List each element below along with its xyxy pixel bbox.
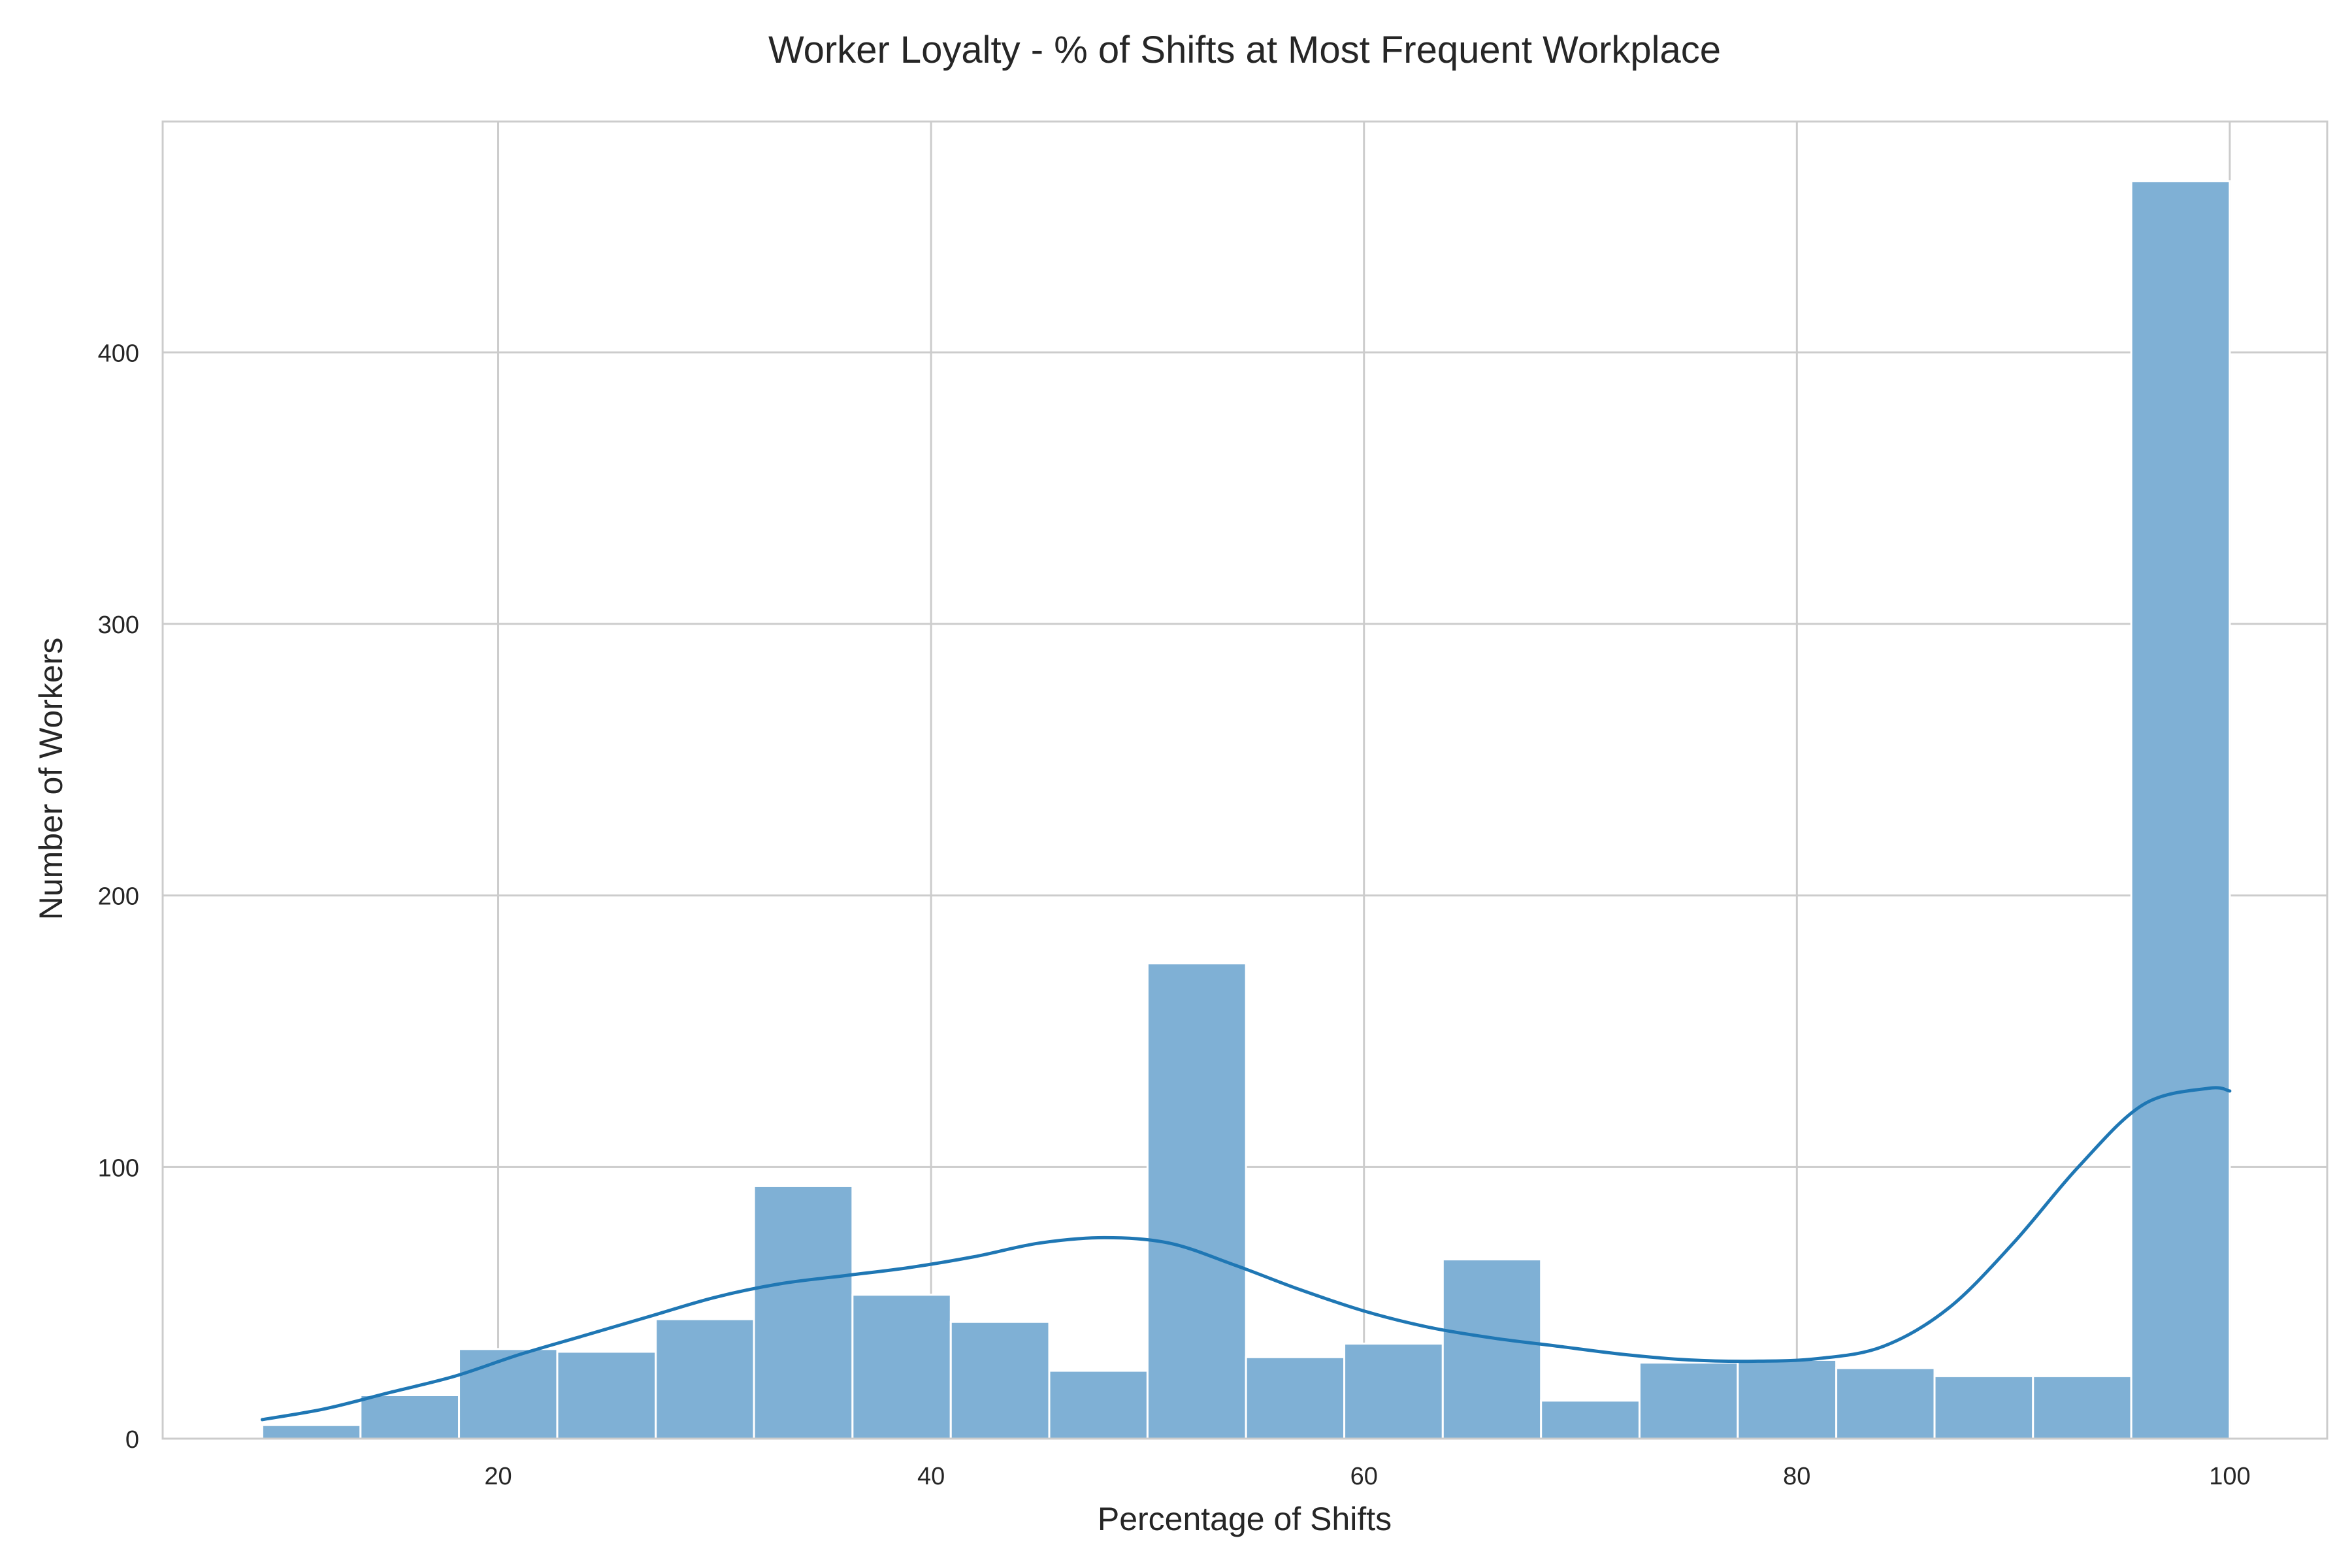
x-tick-label: 60	[1350, 1463, 1378, 1490]
kde-line	[260, 1086, 2232, 1422]
histogram-bar	[1835, 1367, 1936, 1440]
histogram-bar	[1343, 1343, 1444, 1440]
y-axis-title: Number of Workers	[33, 638, 69, 921]
histogram-bar	[851, 1294, 952, 1440]
x-tick-labels: 20 40 60 80 100	[484, 1463, 2250, 1490]
y-tick-label: 300	[98, 612, 139, 639]
histogram-bar	[2032, 1375, 2132, 1440]
x-tick-label: 80	[1783, 1463, 1810, 1490]
histogram-bar	[655, 1318, 755, 1440]
chart-title: Worker Loyalty - % of Shifts at Most Fre…	[768, 29, 1721, 71]
histogram-bar	[1441, 1258, 1543, 1440]
kde-curve-group	[260, 1086, 2232, 1422]
y-tick-label: 400	[98, 340, 139, 367]
histogram-bar	[556, 1350, 657, 1440]
histogram-bar	[753, 1184, 854, 1440]
x-tick-label: 100	[2209, 1463, 2250, 1490]
histogram-bar	[1638, 1362, 1739, 1440]
histogram-bar	[1146, 962, 1247, 1440]
histogram-bar	[949, 1320, 1051, 1440]
histogram-bar	[261, 1424, 362, 1440]
histogram-bar	[458, 1348, 559, 1440]
histogram-bar	[1048, 1369, 1149, 1440]
histogram-bar	[1245, 1356, 1346, 1440]
x-axis-title: Percentage of Shifts	[1098, 1501, 1392, 1537]
y-tick-labels: 0 100 200 300 400	[98, 340, 139, 1454]
histogram-bar	[2130, 180, 2231, 1440]
histogram-bars	[261, 180, 2231, 1440]
histogram-bar	[1737, 1358, 1838, 1440]
y-tick-label: 200	[98, 883, 139, 911]
histogram-bar	[1933, 1375, 2034, 1440]
y-tick-label: 100	[98, 1154, 139, 1182]
x-tick-label: 20	[484, 1463, 512, 1490]
plot-frame	[161, 120, 2328, 1440]
histogram-bar	[1540, 1399, 1641, 1440]
histogram-bar	[359, 1394, 461, 1440]
x-tick-label: 40	[917, 1463, 945, 1490]
y-tick-label: 0	[125, 1426, 139, 1454]
